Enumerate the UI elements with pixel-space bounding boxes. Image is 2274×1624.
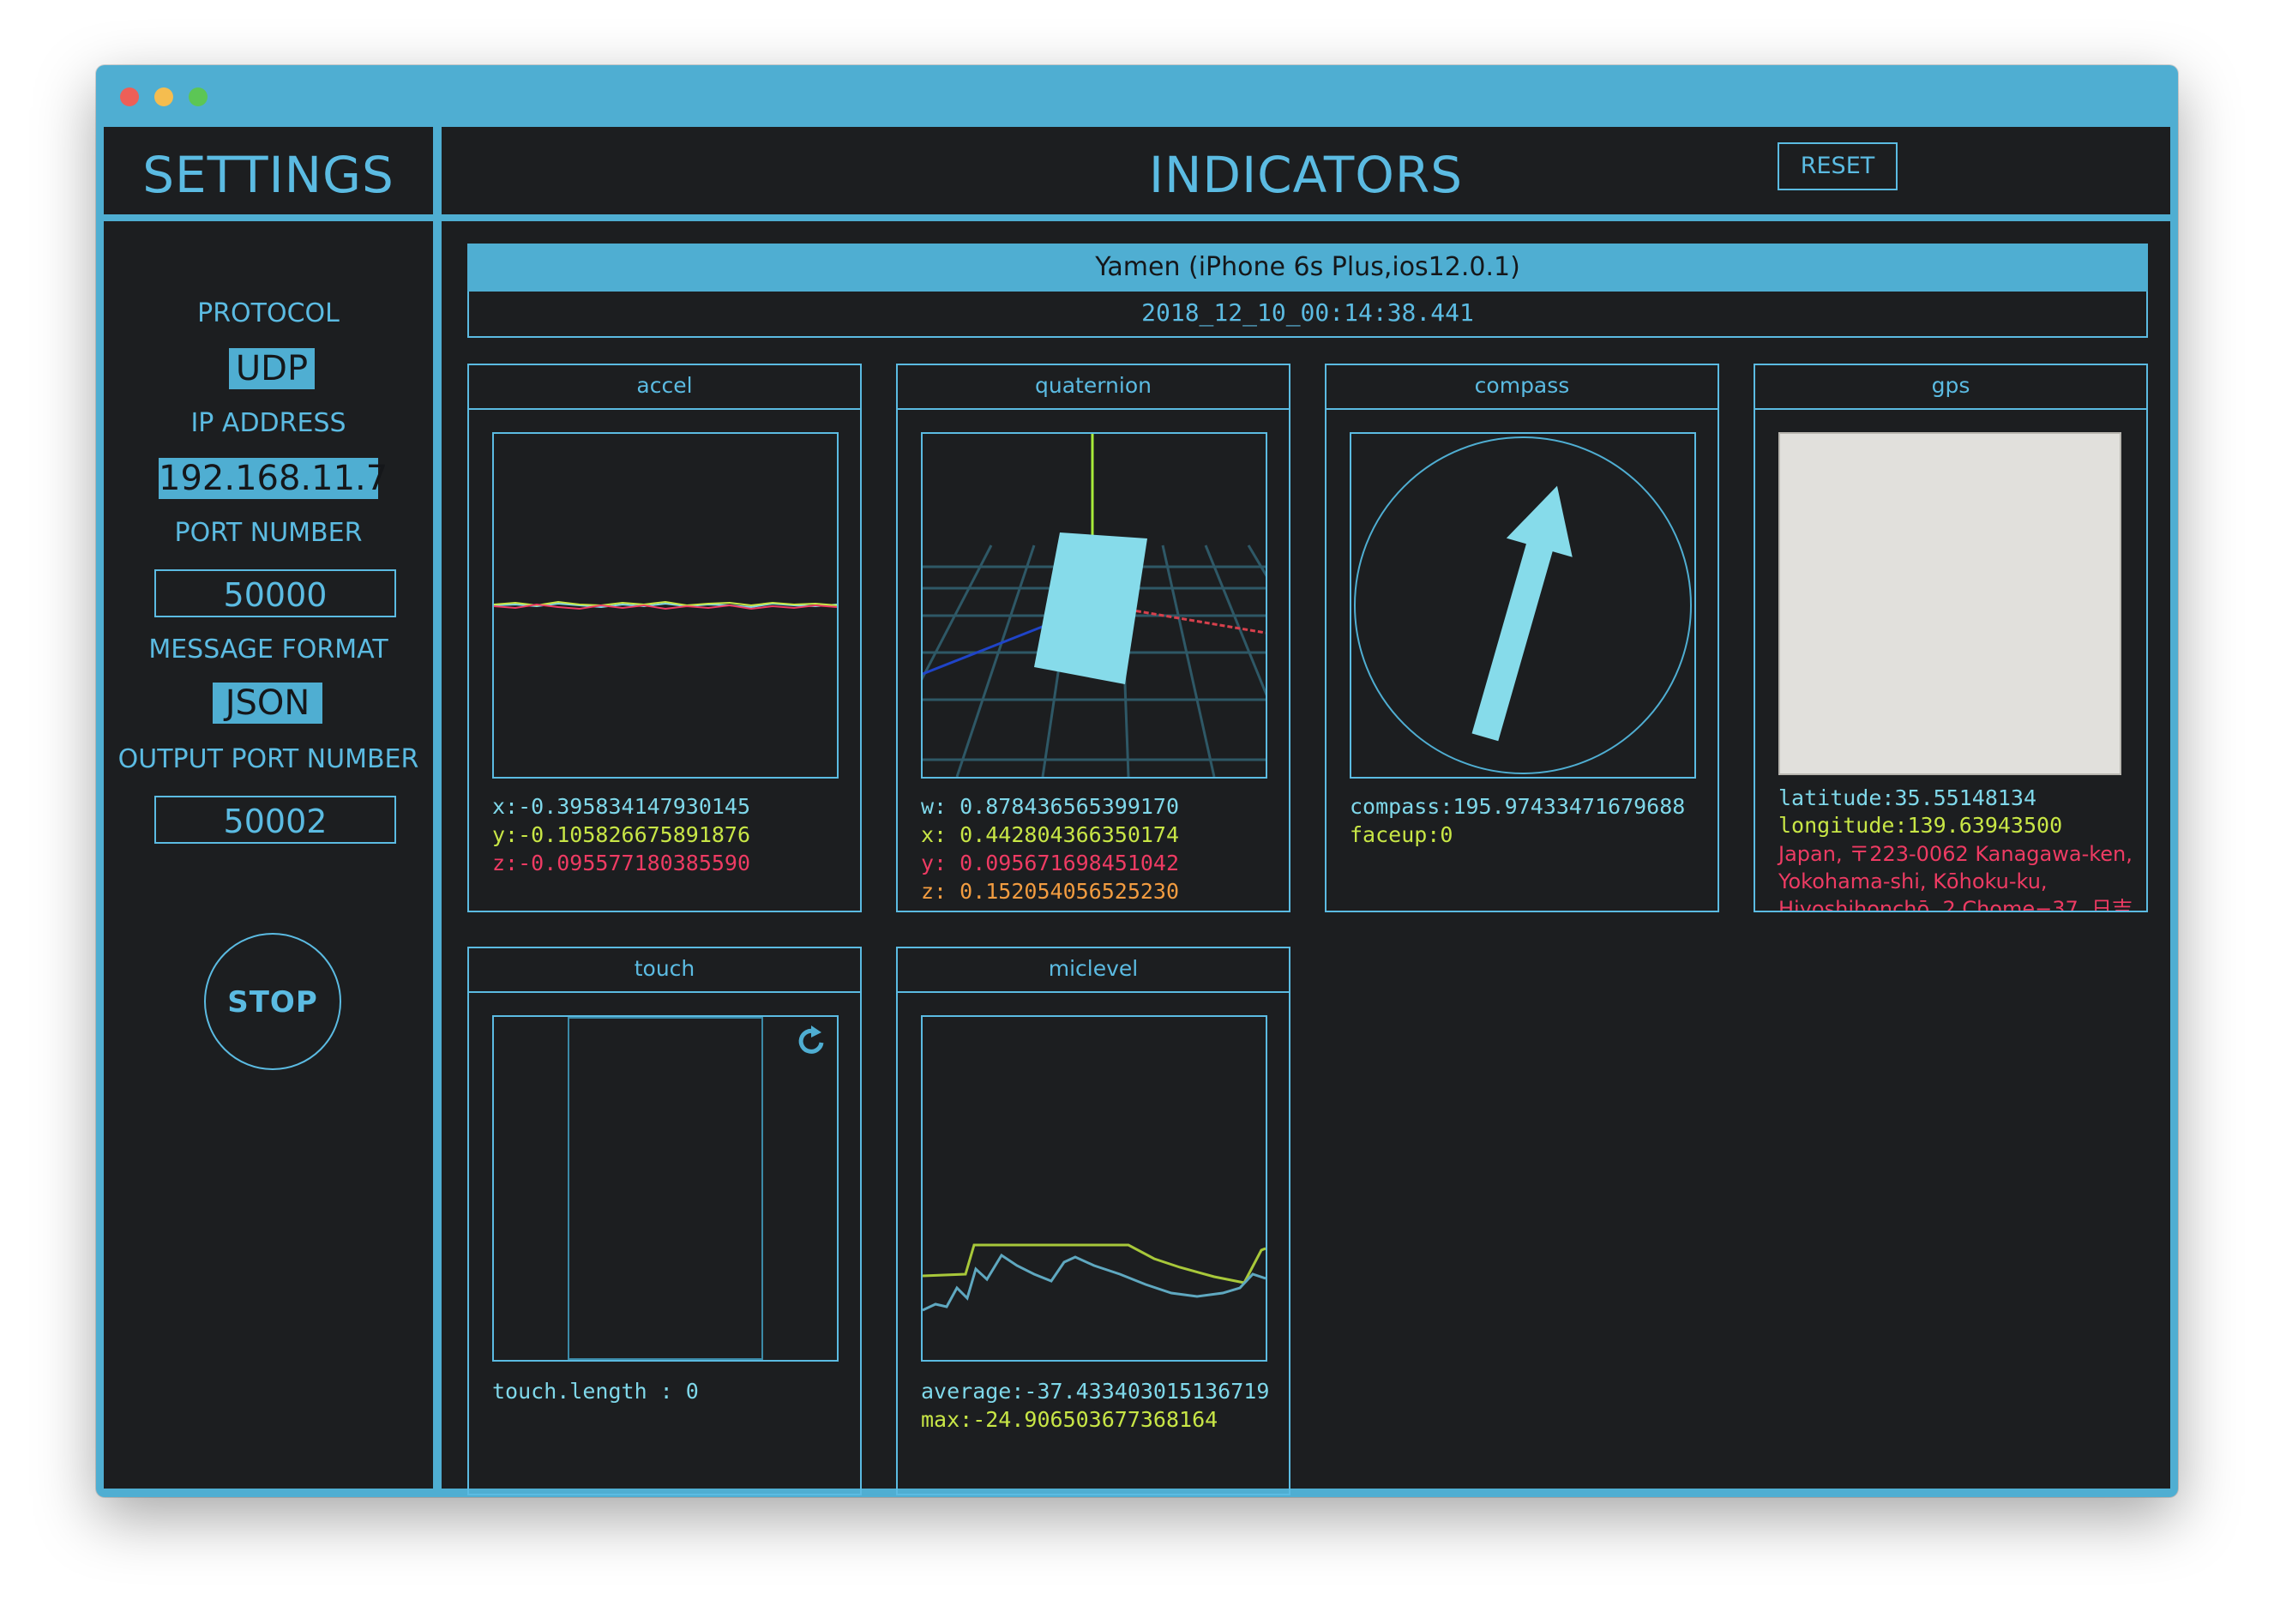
- zoom-window-button[interactable]: [189, 87, 208, 106]
- touch-panel-title: touch: [469, 948, 860, 993]
- accel-y-value: y:-0.105826675891876: [492, 822, 751, 847]
- gps-address: Japan, 〒223-0062 Kanagawa-ken, Yokohama-…: [1778, 842, 2133, 912]
- device-name-bar[interactable]: Yamen (iPhone 6s Plus,ios12.0.1): [467, 244, 2148, 292]
- settings-sidebar: SETTINGS PROTOCOL UDP IP ADDRESS 192.168…: [104, 127, 433, 1489]
- compass-faceup-value: faceup:0: [1350, 822, 1453, 847]
- reset-button[interactable]: RESET: [1778, 142, 1898, 190]
- quaternion-y-value: y: 0.095671698451042: [921, 851, 1180, 875]
- quaternion-w-value: w: 0.878436565399170: [921, 794, 1180, 819]
- title-bar: [96, 65, 2178, 127]
- gps-panel-title: gps: [1755, 365, 2146, 410]
- indicators-panel: INDICATORS RESET Yamen (iPhone 6s Plus,i…: [442, 127, 2170, 1495]
- gps-longitude-value: longitude:139.63943500: [1778, 813, 2063, 838]
- indicators-header-divider: [442, 214, 2170, 221]
- miclevel-panel: miclevel average:-37.433403015136719 max…: [896, 947, 1290, 1495]
- output-port-input[interactable]: 50002: [154, 796, 396, 844]
- quaternion-3d-view: [921, 432, 1267, 779]
- touch-length-value: touch.length : 0: [492, 1379, 699, 1404]
- accel-x-value: x:-0.395834147930145: [492, 794, 751, 819]
- message-format-selector[interactable]: JSON: [213, 683, 322, 724]
- stop-button[interactable]: STOP: [204, 933, 341, 1070]
- protocol-selector[interactable]: UDP: [229, 348, 315, 389]
- gps-latitude-value: latitude:35.55148134: [1778, 785, 2037, 810]
- touch-panel: touch touch.length : 0: [467, 947, 862, 1495]
- settings-header-divider: [104, 214, 433, 221]
- compass-panel: compass compass:195.97433471679688 faceu…: [1325, 364, 1719, 912]
- ip-address-field[interactable]: 192.168.11.7: [159, 458, 388, 499]
- quaternion-panel-title: quaternion: [898, 365, 1289, 410]
- accel-graph: [492, 432, 839, 779]
- compass-panel-title: compass: [1326, 365, 1718, 410]
- compass-dial: [1350, 432, 1696, 779]
- message-format-label: MESSAGE FORMAT: [148, 635, 388, 665]
- protocol-label: PROTOCOL: [197, 298, 340, 328]
- settings-title: SETTINGS: [142, 146, 394, 204]
- minimize-window-button[interactable]: [154, 87, 173, 106]
- quaternion-z-value: z: 0.152054056525230: [921, 879, 1180, 904]
- indicators-title: INDICATORS: [1148, 146, 1464, 204]
- miclevel-graph: [921, 1015, 1267, 1362]
- close-window-button[interactable]: [120, 87, 139, 106]
- miclevel-panel-title: miclevel: [898, 948, 1289, 993]
- quaternion-x-value: x: 0.442804366350174: [921, 822, 1180, 847]
- app-window: SETTINGS PROTOCOL UDP IP ADDRESS 192.168…: [96, 65, 2178, 1497]
- ip-address-label: IP ADDRESS: [190, 408, 346, 438]
- miclevel-average-value: average:-37.433403015136719: [921, 1379, 1270, 1404]
- output-port-label: OUTPUT PORT NUMBER: [117, 744, 419, 774]
- quaternion-panel: quaternion: [896, 364, 1290, 912]
- touch-area[interactable]: [492, 1015, 839, 1362]
- gps-panel: gps latitude:35.55148134 longitude:139.6…: [1754, 364, 2148, 912]
- port-number-label: PORT NUMBER: [174, 518, 363, 548]
- accel-panel: accel x:-0.395834147930145 y:-0.10582667…: [467, 364, 862, 912]
- refresh-icon[interactable]: [792, 1022, 830, 1060]
- device-timestamp: 2018_12_10_00:14:38.441: [467, 292, 2148, 338]
- accel-panel-title: accel: [469, 365, 860, 410]
- accel-z-value: z:-0.095577180385590: [492, 851, 751, 875]
- gps-map[interactable]: [1778, 432, 2121, 775]
- touch-screen-outline: [568, 1017, 763, 1360]
- port-number-input[interactable]: 50000: [154, 569, 396, 617]
- compass-heading-value: compass:195.97433471679688: [1350, 794, 1686, 819]
- miclevel-max-value: max:-24.906503677368164: [921, 1407, 1218, 1432]
